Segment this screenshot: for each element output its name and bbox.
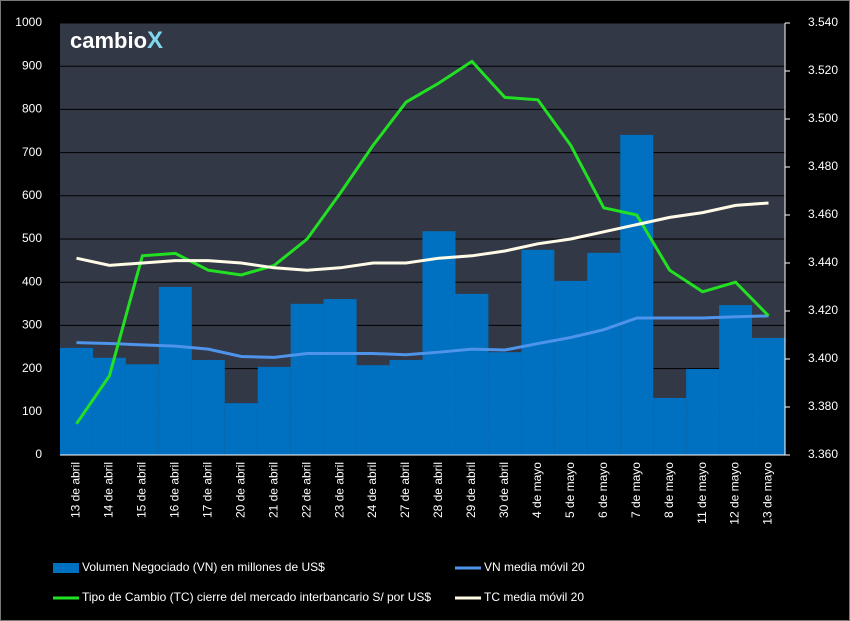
x-tick-label: 14 de abril bbox=[102, 462, 116, 518]
line-series bbox=[76, 314, 769, 359]
bar bbox=[686, 369, 720, 455]
bar bbox=[323, 299, 357, 455]
y-tick-label: 200 bbox=[22, 361, 42, 375]
y2-tick-label: 3.400 bbox=[808, 351, 838, 365]
bar bbox=[554, 280, 588, 455]
bar bbox=[653, 397, 687, 455]
x-tick-label: 21 de abril bbox=[266, 462, 280, 518]
y2-tick-label: 3.460 bbox=[808, 207, 838, 221]
bar bbox=[620, 134, 654, 455]
y-tick-label: 1000 bbox=[15, 15, 42, 29]
bar bbox=[389, 359, 423, 455]
x-tick-label: 28 de abril bbox=[431, 462, 445, 518]
x-tick-label: 30 de abril bbox=[497, 462, 511, 518]
x-tick-label: 5 de mayo bbox=[563, 462, 577, 518]
y2-tick-label: 3.540 bbox=[808, 15, 838, 29]
y-tick-label: 0 bbox=[35, 447, 42, 461]
x-tick-label: 17 de abril bbox=[200, 462, 214, 518]
logo-mark: X bbox=[147, 27, 163, 54]
y2-tick-label: 3.500 bbox=[808, 111, 838, 125]
x-tick-label: 29 de abril bbox=[464, 462, 478, 518]
logo: cambioX bbox=[70, 27, 163, 54]
bar bbox=[125, 364, 159, 455]
bar bbox=[158, 286, 192, 455]
x-tick-label: 27 de abril bbox=[398, 462, 412, 518]
bar bbox=[356, 365, 390, 455]
y2-tick-label: 3.440 bbox=[808, 255, 838, 269]
legend-label: Volumen Negociado (VN) en millones de US… bbox=[82, 560, 325, 574]
y-tick-label: 900 bbox=[22, 58, 42, 72]
y2-tick-label: 3.360 bbox=[808, 447, 838, 461]
x-tick-label: 16 de abril bbox=[168, 462, 182, 518]
x-tick-label: 13 de abril bbox=[69, 462, 83, 518]
x-tick-label: 4 de mayo bbox=[530, 462, 544, 518]
bar bbox=[719, 305, 753, 455]
y2-tick-label: 3.380 bbox=[808, 399, 838, 413]
x-tick-label: 13 de mayo bbox=[761, 462, 775, 525]
bar bbox=[422, 231, 456, 455]
bar bbox=[455, 293, 489, 455]
x-tick-label: 22 de abril bbox=[299, 462, 313, 518]
x-tick-label: 23 de abril bbox=[332, 462, 346, 518]
y-tick-label: 800 bbox=[22, 102, 42, 116]
y2-tick-label: 3.520 bbox=[808, 63, 838, 77]
y-tick-label: 300 bbox=[22, 318, 42, 332]
legend-label: VN media móvil 20 bbox=[484, 560, 585, 574]
x-tick-label: 11 de mayo bbox=[695, 462, 709, 524]
y2-tick-label: 3.420 bbox=[808, 303, 838, 317]
bar bbox=[60, 347, 93, 455]
x-tick-label: 12 de mayo bbox=[728, 462, 742, 525]
x-tick-label: 20 de abril bbox=[233, 462, 247, 518]
bar bbox=[752, 337, 785, 455]
y-tick-label: 700 bbox=[22, 145, 42, 159]
logo-text: cambio bbox=[70, 28, 147, 53]
x-tick-label: 15 de abril bbox=[135, 462, 149, 518]
y2-tick-label: 3.480 bbox=[808, 159, 838, 173]
bar bbox=[224, 403, 258, 455]
y-tick-label: 500 bbox=[22, 231, 42, 245]
bar bbox=[191, 359, 225, 455]
x-tick-label: 7 de mayo bbox=[629, 462, 643, 518]
y-tick-label: 600 bbox=[22, 188, 42, 202]
legend-label: TC media móvil 20 bbox=[484, 590, 584, 604]
line-series bbox=[76, 201, 769, 272]
legend-swatch bbox=[53, 563, 79, 573]
x-tick-label: 8 de mayo bbox=[662, 462, 676, 518]
x-tick-label: 6 de mayo bbox=[596, 462, 610, 518]
y-tick-label: 400 bbox=[22, 274, 42, 288]
bar bbox=[257, 366, 291, 455]
legend-label: Tipo de Cambio (TC) cierre del mercado i… bbox=[82, 590, 431, 604]
bar bbox=[488, 352, 522, 455]
bar bbox=[521, 249, 555, 455]
bar bbox=[587, 252, 621, 455]
x-tick-label: 24 de abril bbox=[365, 462, 379, 518]
bar bbox=[290, 303, 324, 455]
y-tick-label: 100 bbox=[22, 404, 42, 418]
